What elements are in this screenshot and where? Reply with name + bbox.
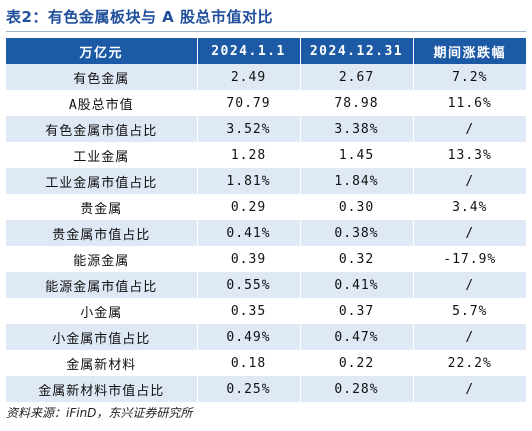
table-row: 有色金属 2.49 2.67 7.2% — [6, 64, 526, 90]
change-value: / — [413, 376, 526, 402]
row-label: 工业金属 — [6, 142, 198, 168]
row-label: 工业金属市值占比 — [6, 168, 198, 194]
value-end: 78.98 — [300, 90, 414, 116]
value-end: 1.45 — [300, 142, 414, 168]
market-cap-table: 万亿元 2024.1.1 2024.12.31 期间涨跌幅 有色金属 2.49 2.… — [6, 38, 526, 402]
row-label: 贵金属 — [6, 194, 198, 220]
title-divider — [6, 31, 526, 32]
table-row: 工业金属市值占比 1.81% 1.84% / — [6, 168, 526, 194]
value-start: 0.41% — [197, 220, 301, 246]
change-value: 3.4% — [413, 194, 526, 220]
value-end: 3.38% — [300, 116, 414, 142]
table-row: 贵金属市值占比 0.41% 0.38% / — [6, 220, 526, 246]
table-row: 工业金属 1.28 1.45 13.3% — [6, 142, 526, 168]
row-label: 小金属市值占比 — [6, 324, 198, 350]
value-end: 2.67 — [300, 64, 414, 90]
value-end: 1.84% — [300, 168, 414, 194]
change-value: 11.6% — [413, 90, 526, 116]
value-start: 0.55% — [197, 272, 301, 298]
change-value: 7.2% — [413, 64, 526, 90]
table-row: 贵金属 0.29 0.30 3.4% — [6, 194, 526, 220]
value-end: 0.30 — [300, 194, 414, 220]
table-row: 小金属市值占比 0.49% 0.47% / — [6, 324, 526, 350]
value-end: 0.37 — [300, 298, 414, 324]
row-label: 能源金属 — [6, 246, 198, 272]
value-start: 0.18 — [197, 350, 301, 376]
table-body: 有色金属 2.49 2.67 7.2% A股总市值 70.79 78.98 11.6% 有色金属… — [6, 64, 526, 402]
header-start-date: 2024.1.1 — [197, 38, 301, 64]
header-change: 期间涨跌幅 — [413, 38, 526, 64]
value-end: 0.41% — [300, 272, 414, 298]
table-row: 能源金属市值占比 0.55% 0.41% / — [6, 272, 526, 298]
table-row: A股总市值 70.79 78.98 11.6% — [6, 90, 526, 116]
change-value: -17.9% — [413, 246, 526, 272]
value-end: 0.38% — [300, 220, 414, 246]
value-start: 1.28 — [197, 142, 301, 168]
table-row: 金属新材料 0.18 0.22 22.2% — [6, 350, 526, 376]
row-label: 贵金属市值占比 — [6, 220, 198, 246]
row-label: 金属新材料市值占比 — [6, 376, 198, 402]
value-end: 0.22 — [300, 350, 414, 376]
value-start: 0.49% — [197, 324, 301, 350]
table-row: 小金属 0.35 0.37 5.7% — [6, 298, 526, 324]
table-title: 表2：有色金属板块与 A 股总市值对比 — [6, 8, 273, 26]
header-end-date: 2024.12.31 — [300, 38, 414, 64]
header-unit: 万亿元 — [6, 38, 198, 64]
value-start: 70.79 — [197, 90, 301, 116]
table-row: 能源金属 0.39 0.32 -17.9% — [6, 246, 526, 272]
row-label: 有色金属 — [6, 64, 198, 90]
value-start: 0.29 — [197, 194, 301, 220]
change-value: / — [413, 220, 526, 246]
value-start: 2.49 — [197, 64, 301, 90]
change-value: / — [413, 168, 526, 194]
value-end: 0.47% — [300, 324, 414, 350]
row-label: 小金属 — [6, 298, 198, 324]
row-label: 能源金属市值占比 — [6, 272, 198, 298]
header-row: 万亿元 2024.1.1 2024.12.31 期间涨跌幅 — [6, 38, 526, 64]
row-label: A股总市值 — [6, 90, 198, 116]
row-label: 有色金属市值占比 — [6, 116, 198, 142]
row-label: 金属新材料 — [6, 350, 198, 376]
change-value: 13.3% — [413, 142, 526, 168]
change-value: / — [413, 272, 526, 298]
change-value: 5.7% — [413, 298, 526, 324]
value-end: 0.32 — [300, 246, 414, 272]
table-row: 金属新材料市值占比 0.25% 0.28% / — [6, 376, 526, 402]
value-start: 0.35 — [197, 298, 301, 324]
value-start: 1.81% — [197, 168, 301, 194]
value-start: 0.25% — [197, 376, 301, 402]
change-value: / — [413, 116, 526, 142]
source-note: 资料来源：iFinD，东兴证券研究所 — [6, 406, 193, 420]
table-row: 有色金属市值占比 3.52% 3.38% / — [6, 116, 526, 142]
value-end: 0.28% — [300, 376, 414, 402]
value-start: 0.39 — [197, 246, 301, 272]
change-value: 22.2% — [413, 350, 526, 376]
change-value: / — [413, 324, 526, 350]
value-start: 3.52% — [197, 116, 301, 142]
